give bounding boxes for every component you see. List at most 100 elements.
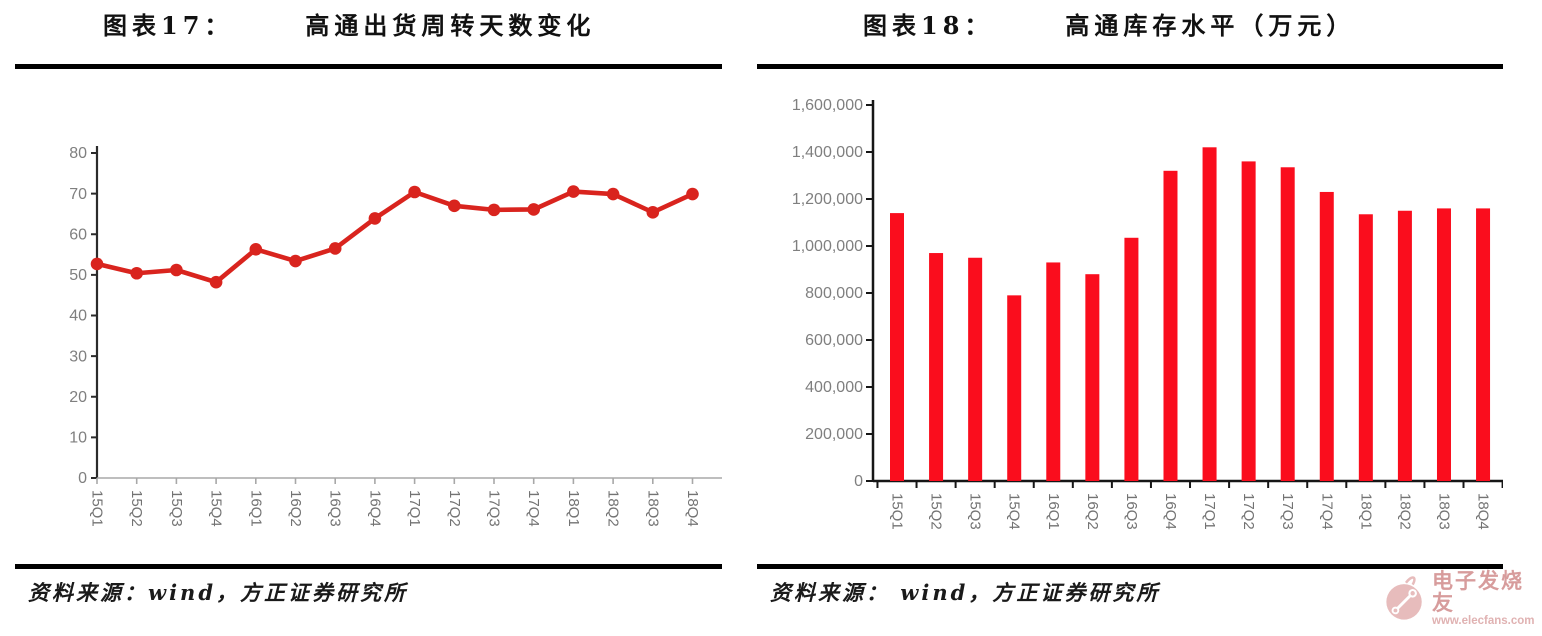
- x-tick-label: 17Q3: [486, 490, 503, 527]
- x-tick-label: 17Q3: [1279, 493, 1296, 530]
- x-tick-label: 18Q3: [1435, 493, 1452, 530]
- data-point-marker: [328, 242, 342, 255]
- bar: [1358, 214, 1373, 481]
- figure-17-panel: 图表17： 高通出货周转天数变化 0 10 20 30 40 50 60 70 80 15Q1 15…: [15, 0, 722, 636]
- bar-chart-svg: 0 200,000 400,000 600,000 800,000 1,000,000 1,…: [792, 97, 1503, 530]
- data-point-marker: [249, 242, 263, 256]
- data-point-marker: [487, 203, 501, 217]
- x-tick-label: 18Q2: [1396, 493, 1413, 530]
- figure-18-header: 图表18： 高通库存水平（万元）: [863, 6, 1355, 41]
- y-tick-label: 1,000,000: [792, 238, 863, 255]
- elecfans-watermark: 电子发烧友 www.elecfans.com: [1383, 570, 1542, 628]
- x-tick-label: 16Q3: [1123, 493, 1140, 530]
- figure-18-panel: 图表18： 高通库存水平（万元） 0 200,000 400,000 600,000 8…: [757, 0, 1503, 636]
- elecfans-logo-icon: [1386, 576, 1422, 620]
- y-tick-label: 60: [69, 226, 87, 243]
- x-tick-label: 17Q4: [1318, 493, 1335, 530]
- x-tick-label: 18Q2: [605, 490, 622, 527]
- line-chart-svg: 0 10 20 30 40 50 60 70 80 15Q1 15Q2 15Q3 15Q4 16Q1 16Q…: [69, 145, 722, 527]
- bar: [1241, 161, 1256, 481]
- bar: [1436, 208, 1451, 481]
- x-tick-label: 18Q3: [644, 490, 661, 527]
- bar: [1007, 295, 1022, 481]
- x-tick-label: 17Q2: [1240, 493, 1257, 530]
- figure-17-header: 图表17： 高通出货周转天数变化: [103, 6, 595, 41]
- x-tick-label: 15Q4: [208, 490, 225, 527]
- y-tick-label: 0: [854, 473, 863, 490]
- x-tick-label: 18Q1: [565, 490, 582, 527]
- bar: [890, 213, 904, 481]
- data-point-marker: [170, 263, 183, 277]
- y-axis: 0 10 20 30 40 50 60 70 80: [69, 145, 99, 487]
- y-tick-label: 1,400,000: [792, 144, 863, 161]
- divider-line: [757, 564, 1503, 569]
- divider-line: [757, 64, 1503, 69]
- line-chart-area: 0 10 20 30 40 50 60 70 80 15Q1 15Q2 15Q3 15Q4 16Q1 16Q…: [15, 70, 722, 562]
- source-note: 资料来源： wind，方正证券研究所: [770, 580, 1161, 605]
- y-tick-label: 70: [69, 186, 87, 203]
- divider-line: [15, 564, 722, 569]
- y-tick-label: 50: [69, 267, 87, 284]
- data-point-marker: [209, 275, 223, 289]
- figure-label: 图表17：: [103, 11, 234, 40]
- x-tick-label: 15Q3: [967, 493, 984, 530]
- bar: [1476, 208, 1491, 481]
- x-tick-label: 15Q1: [89, 490, 106, 527]
- figure-title: 高通出货周转天数变化: [305, 11, 596, 40]
- data-point-marker: [646, 206, 660, 219]
- y-tick-label: 20: [69, 389, 87, 406]
- x-axis: 15Q1 15Q2 15Q3 15Q4 16Q1 16Q2 16Q3 16Q4 17Q1 17Q2…: [873, 479, 1503, 530]
- x-tick-label: 18Q1: [1357, 493, 1374, 530]
- watermark-site: www.elecfans.com: [1432, 615, 1535, 628]
- x-tick-label: 15Q3: [168, 490, 185, 527]
- y-tick-label: 200,000: [805, 426, 863, 443]
- y-tick-label: 800,000: [805, 285, 863, 302]
- x-tick-label: 16Q1: [247, 490, 264, 527]
- y-tick-label: 1,200,000: [792, 191, 863, 208]
- data-point-marker: [606, 187, 620, 201]
- y-tick-label: 0: [78, 470, 87, 487]
- source-note: 资料来源：wind，方正证券研究所: [28, 580, 409, 605]
- data-point-marker: [567, 185, 580, 198]
- y-tick-label: 400,000: [805, 379, 863, 396]
- x-tick-label: 16Q2: [1084, 493, 1101, 530]
- data-point-marker: [448, 199, 461, 213]
- x-tick-label: 16Q2: [287, 490, 304, 527]
- x-tick-label: 18Q4: [1475, 493, 1492, 530]
- bar: [1163, 170, 1178, 482]
- data-point-marker: [408, 185, 421, 199]
- y-axis: 0 200,000 400,000 600,000 800,000 1,000,000 1,…: [792, 97, 875, 490]
- x-tick-label: 17Q2: [446, 490, 463, 527]
- x-tick-label: 15Q2: [928, 493, 945, 530]
- figure-title: 高通库存水平（万元）: [1065, 11, 1356, 40]
- x-axis: 15Q1 15Q2 15Q3 15Q4 16Q1 16Q2 16Q3 16Q4 17Q1 17Q2…: [89, 477, 722, 527]
- bar-series: [890, 147, 1491, 482]
- x-tick-label: 17Q4: [525, 490, 542, 527]
- bar: [1202, 147, 1217, 482]
- series-line: [94, 189, 695, 285]
- watermark-brand: 电子发烧友: [1432, 570, 1524, 616]
- bar: [968, 257, 983, 481]
- bar: [1124, 237, 1139, 481]
- y-tick-label: 600,000: [805, 332, 863, 349]
- y-tick-label: 40: [69, 308, 87, 325]
- y-tick-label: 30: [69, 348, 87, 365]
- x-tick-label: 16Q1: [1045, 493, 1062, 530]
- x-tick-label: 15Q4: [1006, 493, 1023, 530]
- x-tick-label: 17Q1: [1201, 493, 1218, 530]
- x-tick-label: 16Q4: [366, 490, 383, 527]
- y-tick-label: 10: [69, 430, 87, 447]
- data-point-marker: [130, 266, 143, 280]
- watermark-text: 电子发烧友 www.elecfans.com: [1432, 570, 1542, 628]
- bar: [1397, 210, 1412, 481]
- x-tick-label: 17Q1: [406, 490, 423, 527]
- bar-chart-area: 0 200,000 400,000 600,000 800,000 1,000,000 1,…: [757, 70, 1503, 562]
- bar: [1046, 262, 1061, 481]
- bar: [1319, 191, 1334, 481]
- line-series: [90, 185, 699, 289]
- data-point-marker: [368, 212, 382, 225]
- x-tick-label: 16Q4: [1162, 493, 1179, 530]
- data-point-marker: [527, 203, 540, 216]
- data-point-marker: [90, 257, 104, 271]
